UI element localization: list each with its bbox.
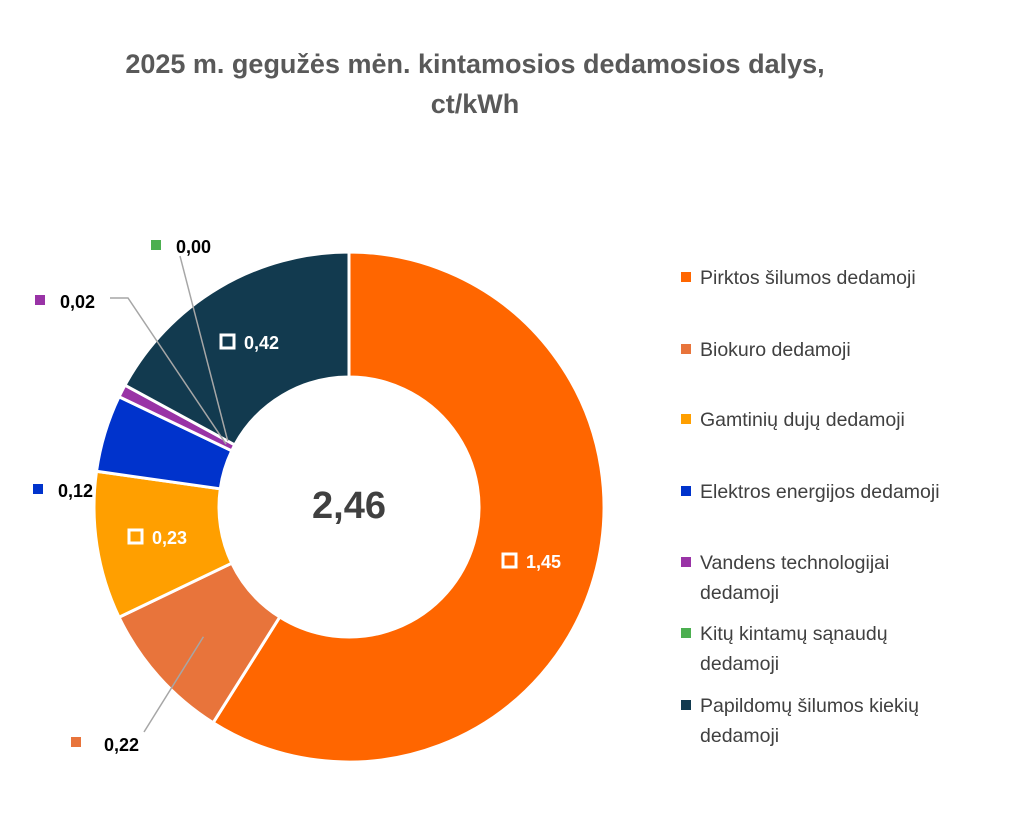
label-marker [219,333,236,350]
legend-swatch [681,272,691,282]
legend-item-papildomu-silumos-kiekiu-dedamoji: Papildomų šilumos kiekių dedamoji [681,695,919,747]
legend-swatch [681,628,691,638]
legend-label: Papildomų šilumos kiekių dedamoji [700,695,919,747]
legend-label: Elektros energijos dedamoji [700,481,940,503]
data-label-papildomu-silumos-kiekiu-dedamoji: 0,42 [219,333,279,353]
legend-item-pirktos-silumos-dedamoji: Pirktos šilumos dedamoji [681,267,916,289]
label-value: 1,45 [526,552,561,572]
leader-line-biokuro-dedamoji [143,636,205,733]
label-value: 0,02 [60,292,95,312]
label-marker [151,240,161,250]
label-value: 0,12 [58,481,93,501]
legend-item-kitu-kintamu-sanaudu-dedamoji: Kitų kintamų sąnaudų dedamoji [681,623,888,675]
label-value: 0,42 [244,333,279,353]
legend-label: Kitų kintamų sąnaudų dedamoji [700,623,888,675]
chart-title-line-1: 2025 m. gegužės mėn. kintamosios dedamos… [125,49,824,79]
label-value: 0,00 [176,237,211,257]
slice-papildomu-silumos-kiekiu-dedamoji [122,250,351,447]
data-label-elektros-energijos-dedamoji: 0,12 [33,481,93,501]
data-labels: 1,45 0,22 0,23 0,12 0,02 0,00 0,42 [33,237,561,755]
leader-lines [110,255,229,733]
label-value: 0,23 [152,528,187,548]
legend-item-biokuro-dedamoji: Biokuro dedamoji [681,339,851,361]
legend-label: Gamtinių dujų dedamoji [700,409,905,431]
data-label-gamtiniu-duju-dedamoji: 0,23 [127,528,187,548]
chart-title-line-2: ct/kWh [431,89,520,119]
data-label-biokuro-dedamoji: 0,22 [71,735,139,755]
legend: Pirktos šilumos dedamoji Biokuro dedamoji… [681,267,940,747]
leader-line-vandens-technologijai-dedamoji [110,297,227,445]
legend-swatch [681,557,691,567]
legend-item-elektros-energijos-dedamoji: Elektros energijos dedamoji [681,481,940,503]
data-label-pirktos-silumos-dedamoji: 1,45 [501,552,561,572]
label-marker [127,528,144,545]
legend-item-gamtiniu-duju-dedamoji: Gamtinių dujų dedamoji [681,409,905,431]
label-marker [35,295,45,305]
label-marker [501,552,518,569]
legend-swatch [681,344,691,354]
label-marker [71,737,81,747]
data-label-kitu-kintamu-sanaudu-dedamoji: 0,00 [151,237,211,257]
legend-swatch [681,486,691,496]
label-marker [33,484,43,494]
legend-item-vandens-technologijai-dedamoji: Vandens technologijai dedamoji [681,552,889,604]
legend-label: Biokuro dedamoji [700,339,851,361]
legend-swatch [681,700,691,710]
legend-swatch [681,414,691,424]
label-value: 0,22 [104,735,139,755]
legend-label: Pirktos šilumos dedamoji [700,267,916,289]
leader-line-kitu-kintamu-sanaudu-dedamoji [179,255,229,442]
legend-label: Vandens technologijai dedamoji [700,552,889,604]
data-label-vandens-technologijai-dedamoji: 0,02 [35,292,95,312]
center-total-label: 2,46 [312,485,386,527]
slice-pirktos-silumos-dedamoji [211,250,606,764]
